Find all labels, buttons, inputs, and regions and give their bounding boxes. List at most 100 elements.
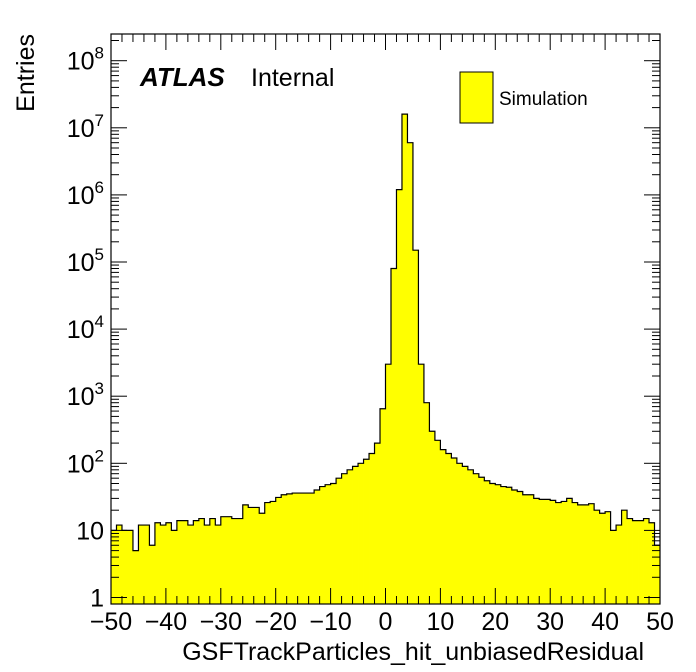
histogram-bin <box>418 364 425 604</box>
histogram-bins <box>111 113 661 604</box>
x-tick-label: −40 <box>145 608 187 636</box>
histogram-bin <box>264 502 271 604</box>
histogram-bin <box>314 490 321 604</box>
y-tick-label: 102 <box>67 446 104 478</box>
histogram-bin <box>259 513 266 604</box>
histogram-bin <box>473 473 480 604</box>
histogram-bin <box>226 516 233 604</box>
histogram-bin <box>308 493 315 604</box>
histogram-bin <box>561 501 568 604</box>
histogram-bin <box>605 511 611 604</box>
histogram-bin <box>149 545 156 604</box>
histogram-bin <box>369 453 375 604</box>
x-tick-label: 50 <box>646 608 674 636</box>
histogram-bin <box>621 510 628 604</box>
x-tick-label: −10 <box>309 608 351 636</box>
histogram-bin <box>319 486 326 604</box>
legend-swatch <box>459 71 494 124</box>
histogram-bin <box>555 502 562 604</box>
histogram-bin <box>154 522 161 604</box>
histogram-bin <box>550 500 557 604</box>
x-tick-label: −50 <box>90 608 132 636</box>
histogram-bin <box>599 513 606 604</box>
x-tick-label: −20 <box>254 608 296 636</box>
histogram-bin <box>374 443 381 604</box>
histogram-bin <box>138 525 145 604</box>
legend-entry-label: Simulation <box>499 89 588 110</box>
histogram-bin <box>588 503 595 604</box>
histogram-bin <box>627 518 633 604</box>
histogram-bin <box>253 507 260 604</box>
histogram-bin <box>297 493 304 604</box>
histogram-bin <box>638 520 644 604</box>
histogram-bin <box>616 525 622 604</box>
histogram-bin <box>396 189 403 604</box>
y-axis-label: Entries <box>12 34 40 112</box>
histogram-bin <box>506 487 513 604</box>
histogram-bin <box>643 518 650 604</box>
histogram-bin <box>242 504 249 604</box>
histogram-bin <box>121 530 128 604</box>
histogram-bin <box>572 502 579 604</box>
histogram-bin <box>390 268 397 604</box>
histogram-bin <box>423 402 430 604</box>
histogram-bin <box>445 453 452 604</box>
histogram-bin <box>632 520 639 604</box>
histogram-bin <box>456 463 463 604</box>
histogram-bin <box>528 494 535 604</box>
atlas-label-status: Internal <box>251 64 334 92</box>
histogram-outline <box>111 113 660 552</box>
histogram-bin <box>352 466 359 604</box>
histogram-bin <box>215 525 222 604</box>
histogram-bin <box>303 493 310 604</box>
histogram-bin <box>478 477 485 604</box>
histogram-bin <box>275 497 282 604</box>
histogram-bin <box>116 525 123 604</box>
histogram-bin <box>583 504 590 604</box>
histogram-bin <box>385 364 392 604</box>
axis-ticks <box>110 34 661 604</box>
histogram-bin <box>451 457 458 604</box>
y-tick-label: 105 <box>67 245 104 277</box>
histogram-bin <box>165 522 172 604</box>
histogram-bin <box>517 491 524 604</box>
tick-labels: −50 −40 −30 −20 −10 0 10 20 30 40 50 1 10 102 103 104 10… <box>67 44 674 636</box>
histogram-bin <box>187 525 194 604</box>
histogram-bin <box>462 466 469 604</box>
y-tick-label: 107 <box>67 111 104 143</box>
histogram-bin <box>610 530 617 604</box>
histogram-bin <box>127 530 134 604</box>
atlas-label-bold: ATLAS <box>139 62 225 92</box>
histogram-bin <box>231 518 238 604</box>
atlas-label: ATLAS Internal <box>139 62 334 92</box>
x-tick-label: 0 <box>379 608 393 636</box>
histogram-bin <box>566 498 573 604</box>
histogram-bin <box>143 525 150 604</box>
histogram-bin <box>209 518 216 604</box>
histogram-bin <box>204 525 211 604</box>
histogram-bin <box>412 250 419 604</box>
x-tick-label: 40 <box>591 608 619 636</box>
histogram-bin <box>325 484 331 604</box>
histogram-bin <box>363 459 370 604</box>
histogram-bin <box>539 499 546 604</box>
y-tick-label: 10 <box>76 517 104 545</box>
x-tick-label: 10 <box>426 608 454 636</box>
histogram-bin <box>286 493 293 604</box>
x-tick-label: −30 <box>200 608 242 636</box>
histogram-bin <box>237 518 244 604</box>
histogram-bin <box>511 490 518 604</box>
histogram-bin <box>281 494 288 604</box>
x-axis-label: GSFTrackParticles_hit_unbiasedResidual <box>182 638 644 666</box>
histogram-bin <box>171 530 178 604</box>
histogram-bin <box>654 545 661 604</box>
histogram-bin <box>341 473 348 604</box>
y-tick-label: 1 <box>90 584 104 612</box>
histogram-bin <box>176 520 183 604</box>
histogram-bin <box>248 507 255 604</box>
histogram-bin <box>649 522 655 604</box>
histogram-bin <box>160 525 167 604</box>
x-tick-label: 20 <box>481 608 509 636</box>
histogram-bin <box>111 530 117 604</box>
